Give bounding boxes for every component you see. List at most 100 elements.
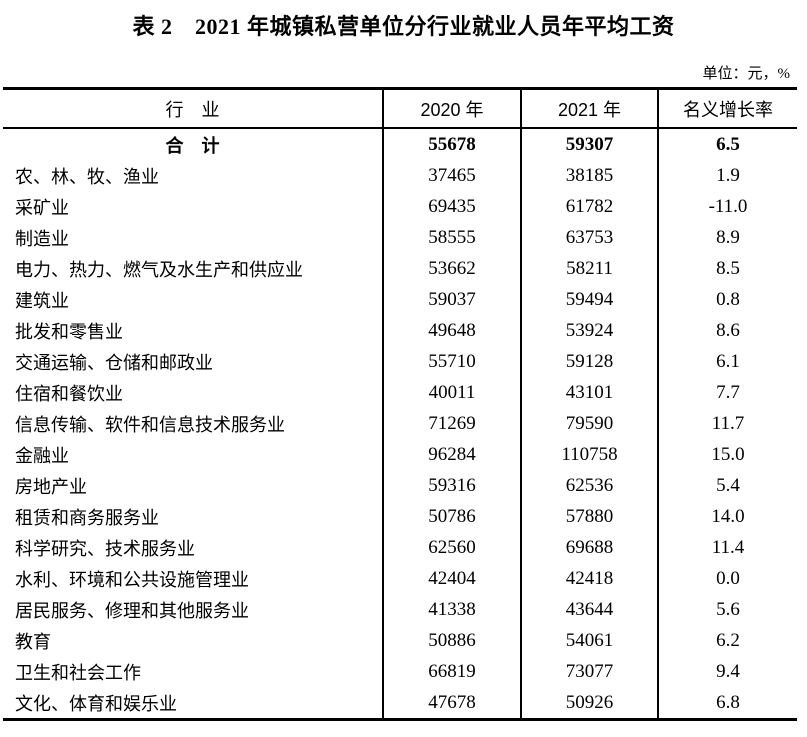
value-cell: 79590 [520, 408, 658, 439]
table-row: 金融业 96284 110758 15.0 [3, 439, 797, 470]
value-cell: 11.7 [657, 408, 797, 439]
value-cell: 38185 [520, 160, 658, 191]
value-cell: 42418 [520, 563, 658, 594]
value-cell: 69435 [382, 191, 521, 222]
value-cell: 62536 [520, 470, 658, 501]
value-cell: 54061 [520, 625, 658, 656]
value-cell: 96284 [382, 439, 521, 470]
value-cell: 53924 [520, 315, 658, 346]
industry-cell: 农、林、牧、渔业 [15, 166, 159, 187]
unit-note: 单位：元，% [702, 66, 791, 82]
value-cell: 55678 [382, 128, 521, 160]
industry-cell: 卫生和社会工作 [15, 662, 141, 683]
table-row: 批发和零售业 49648 53924 8.6 [3, 315, 797, 346]
industry-cell: 交通运输、仓储和邮政业 [15, 352, 213, 373]
value-cell: 73077 [520, 656, 658, 687]
value-cell: 14.0 [657, 501, 797, 532]
industry-cell: 文化、体育和娱乐业 [15, 693, 177, 714]
value-cell: 43644 [520, 594, 658, 625]
value-cell: 15.0 [657, 439, 797, 470]
value-cell: 110758 [520, 439, 658, 470]
value-cell: 37465 [382, 160, 521, 191]
table-row: 水利、环境和公共设施管理业 42404 42418 0.0 [3, 563, 797, 594]
industry-cell: 居民服务、修理和其他服务业 [15, 600, 249, 621]
industry-cell: 信息传输、软件和信息技术服务业 [15, 414, 285, 435]
value-cell: 8.5 [657, 253, 797, 284]
industry-cell: 制造业 [15, 228, 69, 249]
value-cell: 0.8 [657, 284, 797, 315]
value-cell: 69688 [520, 532, 658, 563]
value-cell: 0.0 [657, 563, 797, 594]
table-row: 制造业 58555 63753 8.9 [3, 222, 797, 253]
value-cell: 1.9 [657, 160, 797, 191]
industry-cell: 建筑业 [15, 290, 69, 311]
value-cell: 59037 [382, 284, 521, 315]
table-row: 采矿业 69435 61782 -11.0 [3, 191, 797, 222]
value-cell: 50886 [382, 625, 521, 656]
value-cell: 42404 [382, 563, 521, 594]
table-row: 卫生和社会工作 66819 73077 9.4 [3, 656, 797, 687]
value-cell: 5.4 [657, 470, 797, 501]
col-header-growth: 名义增长率 [657, 88, 797, 129]
value-cell: 63753 [520, 222, 658, 253]
value-cell: -11.0 [657, 191, 797, 222]
value-cell: 6.1 [657, 346, 797, 377]
value-cell: 57880 [520, 501, 658, 532]
table-row: 科学研究、技术服务业 62560 69688 11.4 [3, 532, 797, 563]
value-cell: 6.2 [657, 625, 797, 656]
industry-cell: 科学研究、技术服务业 [15, 538, 195, 559]
value-cell: 50926 [520, 687, 658, 720]
industry-cell: 教育 [15, 631, 51, 652]
industry-cell: 批发和零售业 [15, 321, 123, 342]
value-cell: 53662 [382, 253, 521, 284]
value-cell: 40011 [382, 377, 521, 408]
industry-cell: 租赁和商务服务业 [15, 507, 159, 528]
industry-cell: 电力、热力、燃气及水生产和供应业 [15, 259, 303, 280]
value-cell: 5.6 [657, 594, 797, 625]
value-cell: 55710 [382, 346, 521, 377]
value-cell: 8.9 [657, 222, 797, 253]
value-cell: 43101 [520, 377, 658, 408]
value-cell: 58555 [382, 222, 521, 253]
value-cell: 71269 [382, 408, 521, 439]
value-cell: 41338 [382, 594, 521, 625]
value-cell: 59128 [520, 346, 658, 377]
table-row: 电力、热力、燃气及水生产和供应业 53662 58211 8.5 [3, 253, 797, 284]
table-row: 交通运输、仓储和邮政业 55710 59128 6.1 [3, 346, 797, 377]
value-cell: 62560 [382, 532, 521, 563]
table-row: 房地产业 59316 62536 5.4 [3, 470, 797, 501]
industry-cell: 金融业 [15, 445, 69, 466]
value-cell: 7.7 [657, 377, 797, 408]
value-cell: 8.6 [657, 315, 797, 346]
table-row: 居民服务、修理和其他服务业 41338 43644 5.6 [3, 594, 797, 625]
value-cell: 6.8 [657, 687, 797, 720]
col-header-2021: 2021 年 [520, 88, 658, 129]
value-cell: 59494 [520, 284, 658, 315]
wage-table: 行 业 2020 年 2021 年 名义增长率 合 计 55678 59307 6.5… [3, 87, 797, 721]
table-title: 表 2 2021 年城镇私营单位分行业就业人员年平均工资 [132, 14, 675, 39]
table-row: 住宿和餐饮业 40011 43101 7.7 [3, 377, 797, 408]
value-cell: 6.5 [657, 128, 797, 160]
industry-cell: 房地产业 [15, 476, 87, 497]
value-cell: 66819 [382, 656, 521, 687]
col-header-industry: 行 业 [3, 88, 383, 129]
industry-cell: 合 计 [165, 135, 220, 156]
value-cell: 11.4 [657, 532, 797, 563]
value-cell: 58211 [520, 253, 658, 284]
value-cell: 59307 [520, 128, 658, 160]
table-row: 租赁和商务服务业 50786 57880 14.0 [3, 501, 797, 532]
value-cell: 49648 [382, 315, 521, 346]
col-header-2020: 2020 年 [382, 88, 521, 129]
industry-cell: 采矿业 [15, 197, 69, 218]
table-row: 文化、体育和娱乐业 47678 50926 6.8 [3, 687, 797, 720]
value-cell: 61782 [520, 191, 658, 222]
table-row: 教育 50886 54061 6.2 [3, 625, 797, 656]
value-cell: 50786 [382, 501, 521, 532]
table-row: 建筑业 59037 59494 0.8 [3, 284, 797, 315]
value-cell: 9.4 [657, 656, 797, 687]
industry-cell: 住宿和餐饮业 [15, 383, 123, 404]
table-header: 行 业 2020 年 2021 年 名义增长率 [3, 88, 797, 129]
value-cell: 59316 [382, 470, 521, 501]
header-row: 行 业 2020 年 2021 年 名义增长率 [3, 88, 797, 129]
